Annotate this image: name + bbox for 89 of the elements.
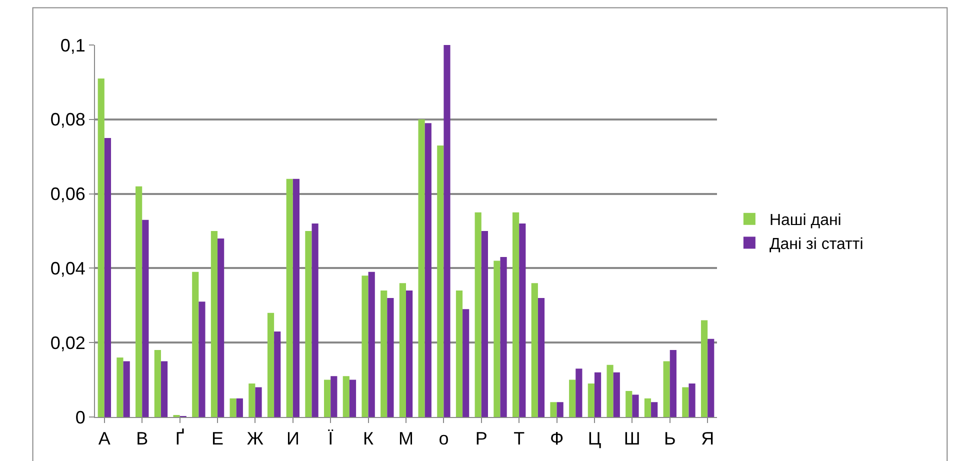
y-tick-label: 0,06 bbox=[50, 184, 86, 204]
bar bbox=[98, 78, 104, 417]
x-tick-label: Ь bbox=[664, 428, 676, 449]
y-tick-label: 0,04 bbox=[50, 258, 86, 278]
bar bbox=[682, 387, 689, 417]
bar bbox=[218, 238, 224, 417]
bar bbox=[210, 231, 218, 417]
bar bbox=[474, 212, 482, 417]
bar bbox=[406, 290, 413, 417]
y-tick-label: 0,1 bbox=[60, 35, 86, 56]
bar bbox=[292, 178, 300, 417]
y-tick-label: 0 bbox=[75, 407, 86, 428]
bar bbox=[613, 372, 620, 417]
y-tick-label: 0,08 bbox=[50, 110, 86, 130]
bar bbox=[230, 398, 236, 417]
bar bbox=[444, 45, 450, 417]
x-tick-label: А bbox=[98, 428, 110, 449]
bar bbox=[688, 384, 696, 417]
bar bbox=[576, 368, 582, 417]
bar bbox=[312, 224, 318, 417]
y-tick-label: 0,02 bbox=[50, 332, 86, 353]
bar bbox=[248, 384, 256, 417]
bar bbox=[500, 257, 507, 417]
x-tick-label: Ф bbox=[550, 428, 564, 449]
bar bbox=[651, 402, 658, 417]
x-tick-label: И bbox=[286, 428, 300, 449]
x-tick-label: В bbox=[136, 428, 148, 449]
bar bbox=[588, 384, 594, 417]
bar bbox=[349, 380, 356, 417]
bar bbox=[192, 272, 199, 417]
bar bbox=[512, 212, 520, 417]
x-tick-label: Я bbox=[701, 428, 714, 449]
bar bbox=[142, 220, 149, 417]
x-tick-label: Е bbox=[212, 428, 224, 449]
bar bbox=[700, 320, 708, 417]
bar bbox=[286, 178, 293, 417]
bar bbox=[116, 357, 124, 417]
bar bbox=[368, 272, 375, 417]
bar bbox=[104, 138, 112, 417]
bar bbox=[424, 123, 432, 417]
bar bbox=[330, 376, 338, 417]
bar bbox=[267, 312, 274, 417]
bar bbox=[274, 331, 281, 417]
x-tick-label: М bbox=[398, 428, 414, 449]
x-tick-label: К bbox=[363, 428, 374, 449]
bar bbox=[644, 398, 652, 417]
bar bbox=[569, 380, 576, 417]
x-tick-label: Ш bbox=[624, 428, 640, 449]
bar bbox=[550, 402, 557, 417]
bar bbox=[663, 361, 670, 417]
bar bbox=[342, 376, 350, 417]
bar bbox=[594, 372, 602, 417]
bar bbox=[362, 276, 368, 417]
bar bbox=[437, 145, 444, 417]
bar bbox=[255, 387, 262, 417]
x-tick-label: Т bbox=[514, 428, 525, 449]
bar bbox=[160, 361, 168, 417]
bar bbox=[418, 119, 425, 417]
bar bbox=[324, 380, 331, 417]
bar bbox=[626, 390, 632, 417]
bar bbox=[519, 224, 526, 417]
bar bbox=[236, 398, 243, 417]
bar bbox=[606, 364, 614, 417]
bar bbox=[380, 290, 388, 417]
legend-label: Дані зі статті bbox=[769, 236, 864, 253]
bar bbox=[538, 298, 545, 417]
bar bbox=[399, 283, 406, 417]
bar bbox=[387, 298, 394, 417]
bar bbox=[198, 302, 206, 417]
bar bbox=[531, 283, 538, 417]
bar bbox=[462, 309, 470, 417]
bar bbox=[632, 394, 639, 417]
x-tick-label: Р bbox=[475, 428, 488, 449]
bar bbox=[305, 231, 312, 417]
bar bbox=[154, 350, 161, 417]
x-tick-label: о bbox=[438, 428, 449, 449]
bar bbox=[136, 186, 142, 417]
x-tick-label: Ж bbox=[246, 428, 264, 449]
bar bbox=[670, 350, 676, 417]
x-tick-label: Ї bbox=[328, 428, 334, 449]
bar bbox=[494, 260, 500, 417]
bar bbox=[556, 402, 564, 417]
bar bbox=[708, 338, 714, 417]
bar bbox=[456, 290, 463, 417]
bar bbox=[481, 231, 488, 417]
legend-label: Наші дані bbox=[769, 212, 842, 230]
x-tick-label: Ц bbox=[588, 428, 602, 449]
x-tick-label: Ґ bbox=[175, 428, 184, 449]
bar bbox=[123, 361, 130, 417]
